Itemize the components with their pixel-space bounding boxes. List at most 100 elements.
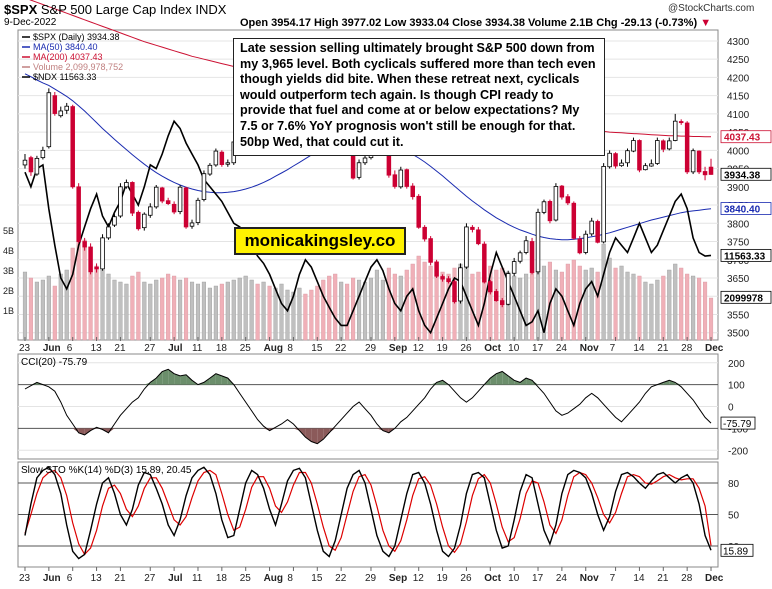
candle-body <box>625 150 630 164</box>
volume-bar <box>589 267 594 341</box>
candle-body <box>410 185 415 198</box>
price-x-tick-label: Oct <box>484 343 501 354</box>
volume-bar <box>309 289 314 341</box>
candle-body <box>52 95 58 114</box>
candle-body <box>356 162 362 178</box>
volume-bar <box>297 287 302 341</box>
candle-body <box>446 278 451 283</box>
volume-bar <box>58 273 63 341</box>
volume-bar <box>703 281 708 341</box>
volume-bar <box>339 281 344 341</box>
price-x-tick-label: 23 <box>19 343 31 354</box>
candle-body <box>637 140 642 171</box>
bottom-x-tick-label: 13 <box>91 573 103 584</box>
cci-oversold-fill <box>382 428 389 433</box>
volume-bar <box>661 275 666 341</box>
volume-bar <box>374 269 379 341</box>
volume-bar <box>201 281 206 341</box>
volume-bar <box>160 277 165 341</box>
volume-bar <box>189 281 195 341</box>
bottom-x-tick-label: 17 <box>532 573 544 584</box>
volume-bar <box>368 277 374 341</box>
volume-bar <box>184 277 189 341</box>
cci-line <box>24 368 712 445</box>
brand-label: @StockCharts.com <box>668 3 755 14</box>
price-x-tick-label: 21 <box>114 343 126 354</box>
price-x-tick-label: Jul <box>168 343 183 354</box>
legend-entry: Volume 2,099,978,752 <box>33 62 123 72</box>
bottom-x-tick-label: 23 <box>19 573 31 584</box>
bottom-x-tick-label: 19 <box>437 573 449 584</box>
bottom-x-tick-label: Dec <box>705 573 724 584</box>
bottom-x-tick-label: 10 <box>508 573 520 584</box>
candle-body <box>22 159 28 166</box>
volume-bar <box>392 273 397 341</box>
price-tick-label: 3500 <box>727 329 750 340</box>
bottom-x-tick-label: 18 <box>216 573 228 584</box>
volume-bar <box>565 263 570 341</box>
price-x-tick-label: 11 <box>192 343 203 354</box>
bottom-x-tick-label: 21 <box>657 573 669 584</box>
sto-title: Slow STO %K(14) %D(3) 15.89, 20.45 <box>21 465 192 476</box>
candle-body <box>94 266 99 270</box>
candle-body <box>547 201 553 222</box>
ohlc-readout: Open 3954.17 High 3977.02 Low 3933.04 Cl… <box>240 17 711 29</box>
volume-bar <box>631 273 636 341</box>
volume-bar <box>476 271 481 341</box>
volume-bar <box>70 247 75 341</box>
price-x-tick-label: 6 <box>67 343 73 354</box>
candle-body <box>583 233 588 253</box>
candle-body <box>219 151 225 165</box>
volume-bar <box>697 277 702 341</box>
cci-overbought-fill <box>496 371 503 385</box>
candle-body <box>398 169 404 188</box>
volume-bar <box>655 279 660 341</box>
volume-bar <box>118 281 123 341</box>
volume-bar <box>315 285 320 341</box>
price-x-tick-label: 8 <box>287 343 293 354</box>
volume-tick-label: 3B <box>3 266 14 276</box>
volume-bar <box>595 271 600 341</box>
bottom-x-tick-label: 28 <box>681 573 693 584</box>
volume-bar <box>362 281 368 341</box>
chart-date: 9-Dec-2022 <box>4 17 57 28</box>
cci-overbought-fill <box>490 373 497 385</box>
candle-body <box>142 213 147 229</box>
cci-tick-label: 100 <box>728 381 745 392</box>
candle-body <box>535 211 541 273</box>
sto-k-line <box>24 466 712 560</box>
exchange-label: INDX <box>195 2 227 17</box>
volume-bar <box>231 279 236 341</box>
candle-body <box>631 140 636 152</box>
volume-bar <box>172 275 177 341</box>
bottom-x-tick-label: 29 <box>365 573 377 584</box>
cci-tick-label: -200 <box>728 446 748 457</box>
volume-bar <box>607 257 612 341</box>
volume-bar <box>178 279 183 341</box>
chart-title: $SPX S&P 500 Large Cap Index INDX <box>4 2 226 17</box>
cci-overbought-fill <box>180 374 187 385</box>
volume-bar <box>673 263 678 341</box>
price-x-tick-label: Sep <box>389 343 407 354</box>
volume-bar <box>64 269 69 341</box>
candle-body <box>130 182 135 214</box>
volume-tick-label: 5B <box>3 226 14 236</box>
volume-bar <box>207 287 212 341</box>
volume-bar <box>547 261 552 341</box>
volume-bar <box>166 273 171 341</box>
candle-body <box>28 157 34 173</box>
bottom-x-tick-label: Sep <box>389 573 407 584</box>
candle-body <box>46 92 52 148</box>
candle-body <box>171 203 177 213</box>
candle-body <box>118 186 123 217</box>
candle-body <box>207 164 213 175</box>
right-value-box <box>720 202 772 215</box>
volume-bar <box>243 275 248 341</box>
right-value-box <box>720 167 772 181</box>
volume-bar <box>386 267 391 341</box>
bottom-x-tick-label: 15 <box>311 573 323 584</box>
volume-bar <box>22 271 28 341</box>
cci-tick-label: 200 <box>728 359 745 370</box>
price-tick-label: 3550 <box>727 310 750 321</box>
bottom-x-tick-label: Oct <box>484 573 501 584</box>
